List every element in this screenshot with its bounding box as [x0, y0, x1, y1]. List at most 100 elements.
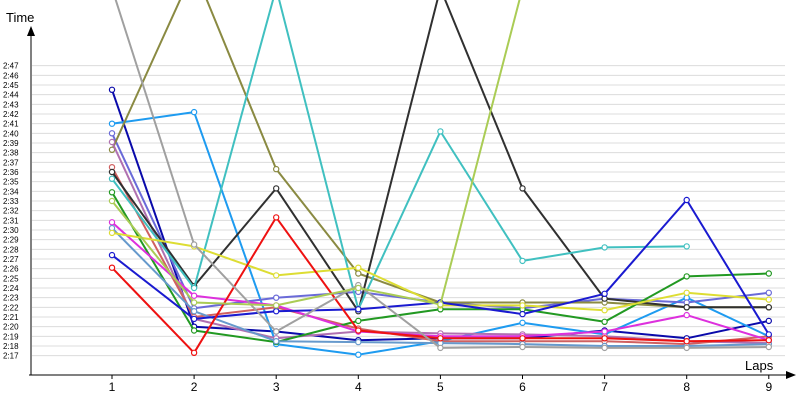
x-tick-label: 2 — [191, 380, 198, 394]
data-point — [273, 328, 280, 335]
data-point — [273, 302, 280, 309]
data-point — [108, 130, 116, 137]
x-axis-label: Laps — [745, 358, 774, 373]
series-15 — [114, 0, 773, 352]
data-point — [108, 138, 116, 146]
data-point — [108, 197, 116, 205]
data-point — [765, 304, 773, 311]
series-line — [111, 0, 769, 313]
data-point — [683, 304, 690, 311]
x-tick-label: 6 — [519, 380, 526, 394]
y-tick-label: 2:24 — [3, 284, 19, 293]
data-point — [437, 344, 444, 352]
data-point — [108, 219, 116, 226]
y-tick-labels: 2:172:182:192:202:212:222:232:242:252:26… — [3, 62, 19, 361]
y-tick-label: 2:32 — [3, 207, 19, 216]
y-tick-label: 2:45 — [3, 81, 19, 90]
y-tick-label: 2:22 — [3, 303, 19, 312]
y-tick-label: 2:44 — [3, 91, 19, 100]
y-tick-label: 2:39 — [3, 139, 19, 148]
data-point — [190, 241, 198, 248]
data-point — [190, 315, 198, 323]
data-point — [437, 335, 444, 342]
y-axis-label: Time — [6, 10, 34, 25]
data-point — [519, 335, 526, 342]
data-point — [765, 317, 773, 325]
y-tick-label: 2:27 — [3, 255, 19, 264]
data-point — [273, 185, 280, 192]
data-point — [108, 251, 116, 259]
data-point — [355, 270, 362, 277]
data-point — [765, 337, 773, 344]
y-tick-label: 2:47 — [3, 62, 19, 71]
y-tick-label: 2:33 — [3, 197, 19, 206]
data-point — [765, 270, 773, 277]
y-tick-label: 2:38 — [3, 149, 19, 158]
data-point — [683, 243, 690, 250]
data-point — [437, 128, 444, 135]
y-tick-label: 2:18 — [3, 342, 19, 351]
data-point — [273, 308, 280, 315]
data-point — [273, 165, 280, 173]
data-point — [355, 351, 362, 358]
data-point — [355, 264, 362, 271]
x-axis-arrow — [786, 371, 796, 379]
y-tick-label: 2:25 — [3, 274, 19, 283]
data-point — [683, 196, 690, 204]
data-point — [190, 299, 198, 306]
data-point — [355, 317, 362, 325]
y-tick-label: 2:35 — [3, 178, 19, 187]
series-line — [111, 0, 687, 311]
data-point — [601, 344, 608, 352]
y-tick-label: 2:26 — [3, 265, 19, 274]
data-point — [108, 168, 116, 176]
y-tick-label: 2:43 — [3, 100, 19, 109]
data-point — [108, 189, 116, 196]
y-tick-label: 2:42 — [3, 110, 19, 119]
series-lines — [108, 0, 773, 358]
y-tick-label: 2:31 — [3, 216, 19, 225]
data-point — [683, 338, 690, 345]
data-point — [108, 229, 116, 237]
data-point — [273, 294, 280, 301]
series-6 — [108, 163, 773, 348]
y-tick-label: 2:46 — [3, 71, 19, 80]
x-tick-label: 8 — [683, 380, 690, 394]
data-point — [273, 338, 280, 345]
data-point — [683, 344, 690, 352]
data-point — [108, 175, 116, 182]
data-point — [190, 349, 198, 356]
data-point — [190, 108, 198, 116]
y-tick-label: 2:41 — [3, 120, 19, 129]
data-point — [108, 264, 116, 271]
y-tick-label: 2:21 — [3, 313, 19, 322]
data-point — [519, 185, 526, 192]
y-tick-label: 2:17 — [3, 352, 19, 361]
data-point — [765, 296, 773, 303]
axes — [27, 26, 796, 379]
data-point — [190, 284, 198, 292]
data-point — [765, 331, 773, 338]
data-point — [683, 311, 690, 319]
x-tick-label: 7 — [601, 380, 608, 394]
x-tick-label: 9 — [765, 380, 772, 394]
y-tick-label: 2:34 — [3, 187, 19, 196]
data-point — [601, 318, 608, 325]
y-tick-label: 2:30 — [3, 226, 19, 235]
y-tick-label: 2:36 — [3, 168, 19, 177]
x-tick-label: 4 — [355, 380, 362, 394]
x-tick-label: 1 — [109, 380, 116, 394]
data-point — [519, 257, 526, 265]
data-point — [190, 308, 198, 315]
data-point — [190, 327, 198, 334]
y-tick-label: 2:29 — [3, 236, 19, 245]
series-14 — [108, 214, 773, 356]
y-tick-label: 2:28 — [3, 245, 19, 254]
y-tick-label: 2:20 — [3, 323, 19, 332]
data-point — [765, 289, 773, 296]
series-7 — [108, 0, 773, 315]
y-tick-label: 2:19 — [3, 332, 19, 341]
data-point — [519, 302, 526, 309]
